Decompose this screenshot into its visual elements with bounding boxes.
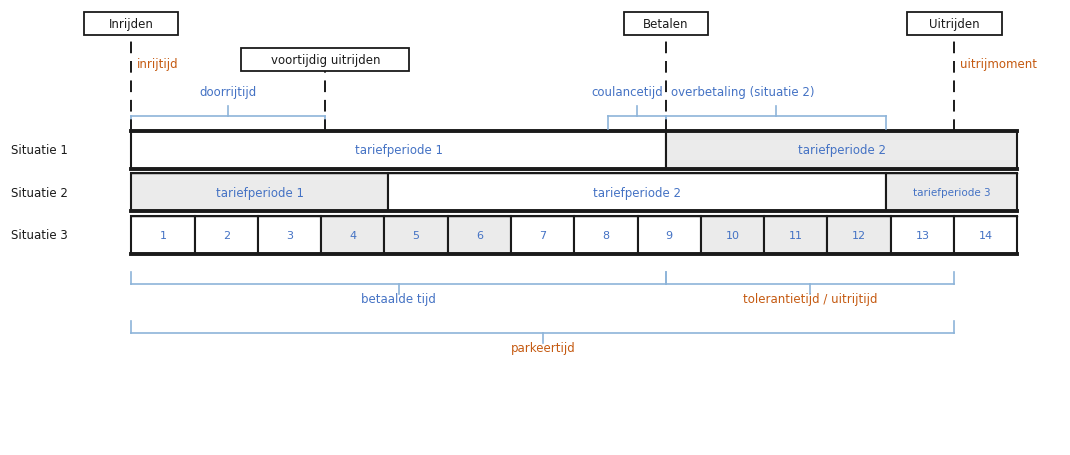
Bar [388, 174, 886, 212]
Text: 1: 1 [159, 230, 167, 240]
Bar [954, 217, 1018, 254]
Text: Situatie 1: Situatie 1 [11, 144, 67, 157]
Text: coulancetijd: coulancetijd [592, 86, 663, 99]
Bar [638, 217, 701, 254]
Bar [447, 217, 511, 254]
Text: 6: 6 [476, 230, 483, 240]
Bar [701, 217, 764, 254]
Text: tariefperiode 2: tariefperiode 2 [798, 144, 886, 157]
Text: 8: 8 [602, 230, 610, 240]
Text: overbetaling (situatie 2): overbetaling (situatie 2) [671, 86, 815, 99]
Bar [907, 14, 1002, 36]
Text: tariefperiode 1: tariefperiode 1 [354, 144, 443, 157]
Text: tolerantietijd / uitrijtijd: tolerantietijd / uitrijtijd [743, 292, 877, 305]
Text: Situatie 2: Situatie 2 [11, 187, 67, 199]
Text: 11: 11 [789, 230, 802, 240]
Bar [132, 131, 666, 170]
Bar [890, 217, 954, 254]
Text: Uitrijden: Uitrijden [929, 18, 980, 31]
Bar [624, 14, 708, 36]
Text: inrijtijd: inrijtijd [137, 58, 179, 71]
Bar [258, 217, 321, 254]
Text: Inrijden: Inrijden [109, 18, 154, 31]
Bar [827, 217, 890, 254]
Text: 4: 4 [349, 230, 356, 240]
Text: 5: 5 [413, 230, 419, 240]
Text: 12: 12 [852, 230, 867, 240]
Text: 13: 13 [916, 230, 930, 240]
Bar [132, 217, 195, 254]
Text: Betalen: Betalen [643, 18, 689, 31]
Text: 10: 10 [725, 230, 739, 240]
Text: betaalde tijd: betaalde tijd [362, 292, 437, 305]
Text: tariefperiode 1: tariefperiode 1 [216, 187, 304, 199]
Bar [666, 131, 1018, 170]
Text: parkeertijd: parkeertijd [510, 341, 576, 354]
Text: tariefperiode 2: tariefperiode 2 [593, 187, 682, 199]
Text: 9: 9 [666, 230, 673, 240]
Text: uitrijmoment: uitrijmoment [960, 58, 1037, 71]
Text: doorrijtijd: doorrijtijd [200, 86, 257, 99]
Bar [886, 174, 1018, 212]
Bar [321, 217, 384, 254]
Bar [511, 217, 575, 254]
Bar [242, 49, 409, 71]
Bar [132, 174, 388, 212]
Text: 7: 7 [539, 230, 547, 240]
Bar [384, 217, 447, 254]
Text: 14: 14 [979, 230, 993, 240]
Bar [764, 217, 827, 254]
Text: Situatie 3: Situatie 3 [11, 229, 67, 242]
Bar [195, 217, 258, 254]
Text: 2: 2 [223, 230, 230, 240]
Bar [85, 14, 179, 36]
Text: voortijdig uitrijden: voortijdig uitrijden [271, 54, 380, 67]
Bar [575, 217, 638, 254]
Text: tariefperiode 3: tariefperiode 3 [913, 188, 991, 198]
Text: 3: 3 [286, 230, 293, 240]
